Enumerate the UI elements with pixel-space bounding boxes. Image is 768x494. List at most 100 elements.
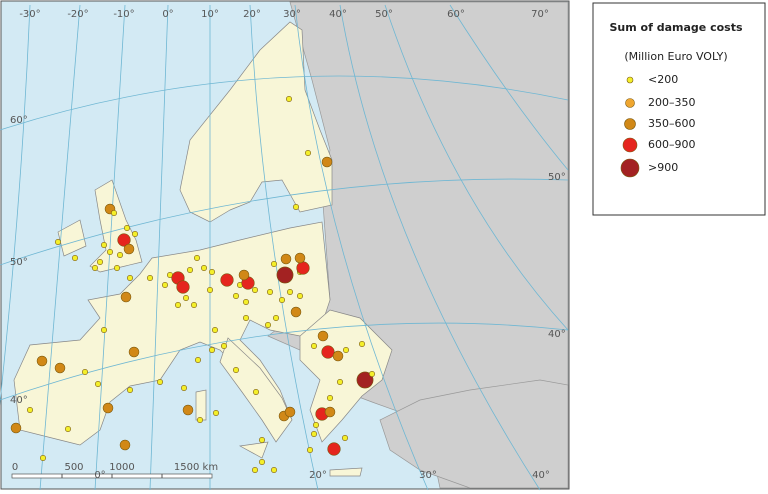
damage-dot <box>286 288 293 295</box>
damage-dot <box>147 274 154 281</box>
damage-dot <box>238 269 250 281</box>
graticule-label: 40° <box>548 329 566 340</box>
damage-dot <box>124 225 131 232</box>
damage-dot <box>54 362 66 374</box>
damage-dot <box>101 326 108 333</box>
scandinavia <box>179 21 333 223</box>
damage-dot <box>65 425 72 432</box>
damage-dot <box>181 384 188 391</box>
damage-dot <box>317 330 329 342</box>
damage-dot <box>191 301 198 308</box>
damage-dot <box>101 242 108 249</box>
damage-dot <box>54 239 61 246</box>
damage-dot <box>278 296 285 303</box>
damage-dot <box>336 378 343 385</box>
damage-dot <box>10 422 22 434</box>
damage-dot <box>356 371 374 389</box>
map-labels: -30° -20° -10° 0° 10° 20° 30° 40° 50° 60° 70° 60° 50… <box>10 9 566 481</box>
legend-label: 200–350 <box>648 96 696 109</box>
damage-dot <box>284 406 296 418</box>
legend-subtitle: (Million Euro VOLY) <box>624 50 727 63</box>
damage-dot <box>243 298 250 305</box>
damage-dot <box>272 314 279 321</box>
damage-dot <box>72 255 79 262</box>
damage-dot <box>258 436 265 443</box>
damage-dot <box>182 404 194 416</box>
damage-dot <box>102 402 114 414</box>
damage-dot <box>162 281 169 288</box>
scale-label: 1500 km <box>174 462 218 473</box>
damage-dot <box>187 266 194 273</box>
graticule-label: -10° <box>113 9 134 20</box>
damage-dot <box>197 416 204 423</box>
damage-dot <box>266 288 273 295</box>
damage-dot <box>175 301 182 308</box>
scale-label: 0 <box>12 462 18 473</box>
damage-dot <box>117 252 124 259</box>
damage-dot <box>157 378 164 385</box>
damage-dot <box>252 286 259 293</box>
graticule-label: 40° <box>532 470 550 481</box>
graticule-label: 50° <box>375 9 393 20</box>
damage-dot <box>324 406 336 418</box>
damage-dot <box>310 430 317 437</box>
graticule-label: 30° <box>283 9 301 20</box>
legend-symbol <box>620 158 640 178</box>
legend-label: >900 <box>648 161 678 174</box>
graticule-label: 0° <box>94 470 105 481</box>
damage-dot <box>127 386 134 393</box>
damage-dot <box>270 466 277 473</box>
damage-dots <box>10 96 375 473</box>
graticule-label: 20° <box>309 470 327 481</box>
damage-dot <box>294 252 306 264</box>
graticule-label: 40° <box>10 395 28 406</box>
damage-dot <box>280 253 292 265</box>
legend-label: <200 <box>648 73 678 86</box>
damage-dot <box>120 291 132 303</box>
graticule-label: 40° <box>329 9 347 20</box>
damage-dot <box>123 243 135 255</box>
damage-dot <box>327 442 341 456</box>
damage-dot <box>95 380 102 387</box>
damage-dot <box>107 249 114 256</box>
ireland <box>57 219 87 257</box>
graticule-label: 60° <box>447 9 465 20</box>
graticule-label: 50° <box>548 172 566 183</box>
damage-dot <box>252 466 259 473</box>
damage-dot <box>97 258 104 265</box>
legend-title: Sum of damage costs <box>610 21 743 34</box>
damage-dot <box>111 210 118 217</box>
damage-dot <box>220 273 234 287</box>
legend-symbol <box>625 98 635 108</box>
damage-dot <box>253 388 260 395</box>
damage-dot <box>306 446 313 453</box>
damage-dot <box>119 439 131 451</box>
graticule-label: 60° <box>10 115 28 126</box>
graticule-label: 0° <box>162 9 173 20</box>
damage-dot <box>201 264 208 271</box>
damage-dot <box>132 231 139 238</box>
legend-symbol <box>624 118 636 130</box>
legend-label: 600–900 <box>648 138 696 151</box>
damage-dot <box>127 274 134 281</box>
legend-label: 350–600 <box>648 117 696 130</box>
scale-label: 1000 <box>109 462 134 473</box>
graticule-label: 20° <box>243 9 261 20</box>
damage-dot <box>292 204 299 211</box>
graticule-label: -30° <box>19 9 40 20</box>
damage-dot <box>276 266 294 284</box>
damage-dot <box>183 294 190 301</box>
damage-dot <box>358 340 365 347</box>
damage-dot <box>213 409 220 416</box>
damage-dot <box>212 326 219 333</box>
damage-dot <box>92 264 99 271</box>
damage-dot <box>233 366 240 373</box>
legend-symbol <box>622 137 638 153</box>
graticule-label: 50° <box>10 257 28 268</box>
crete <box>329 467 363 477</box>
damage-dot <box>285 96 292 103</box>
damage-dot <box>209 346 216 353</box>
damage-dot <box>209 268 216 275</box>
damage-dot <box>332 350 344 362</box>
